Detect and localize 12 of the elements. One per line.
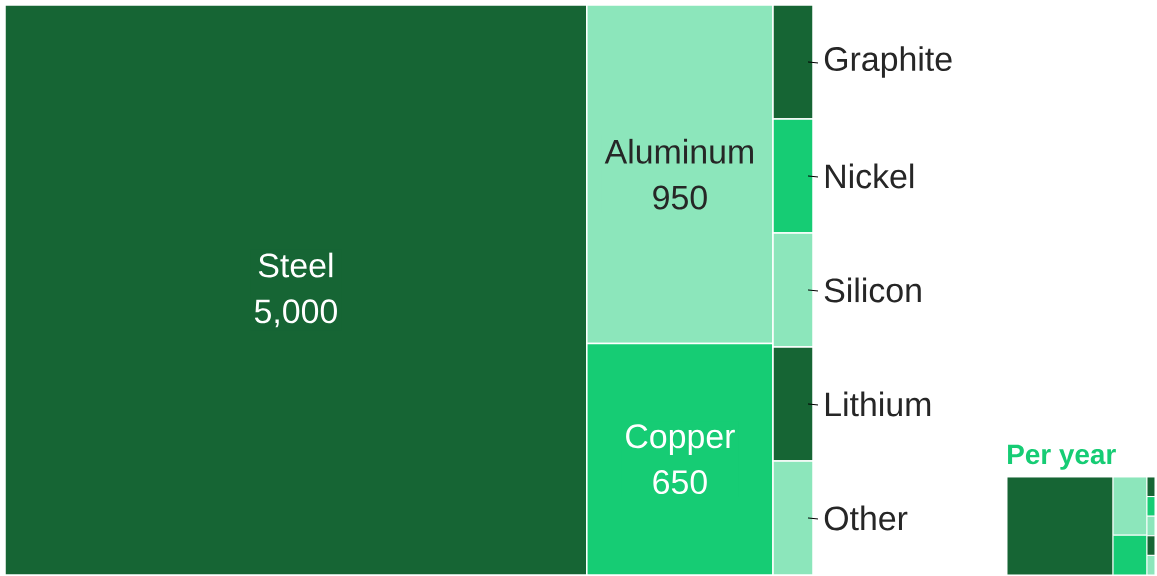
data-label: 950 [653,185,707,210]
data-label: 650 [653,470,707,495]
category-label: Nickel [825,163,914,189]
category-label: Other [824,505,908,531]
category-label: Aluminum [604,138,753,164]
category-label: Graphite [824,46,952,78]
category-label: Silicon [824,277,921,303]
category-label: Lithium [825,391,931,417]
data-label: 5,000 [254,299,337,328]
category-label: Copper [626,424,735,455]
text: Per year [1008,444,1116,470]
category-label: Steel [258,252,333,278]
